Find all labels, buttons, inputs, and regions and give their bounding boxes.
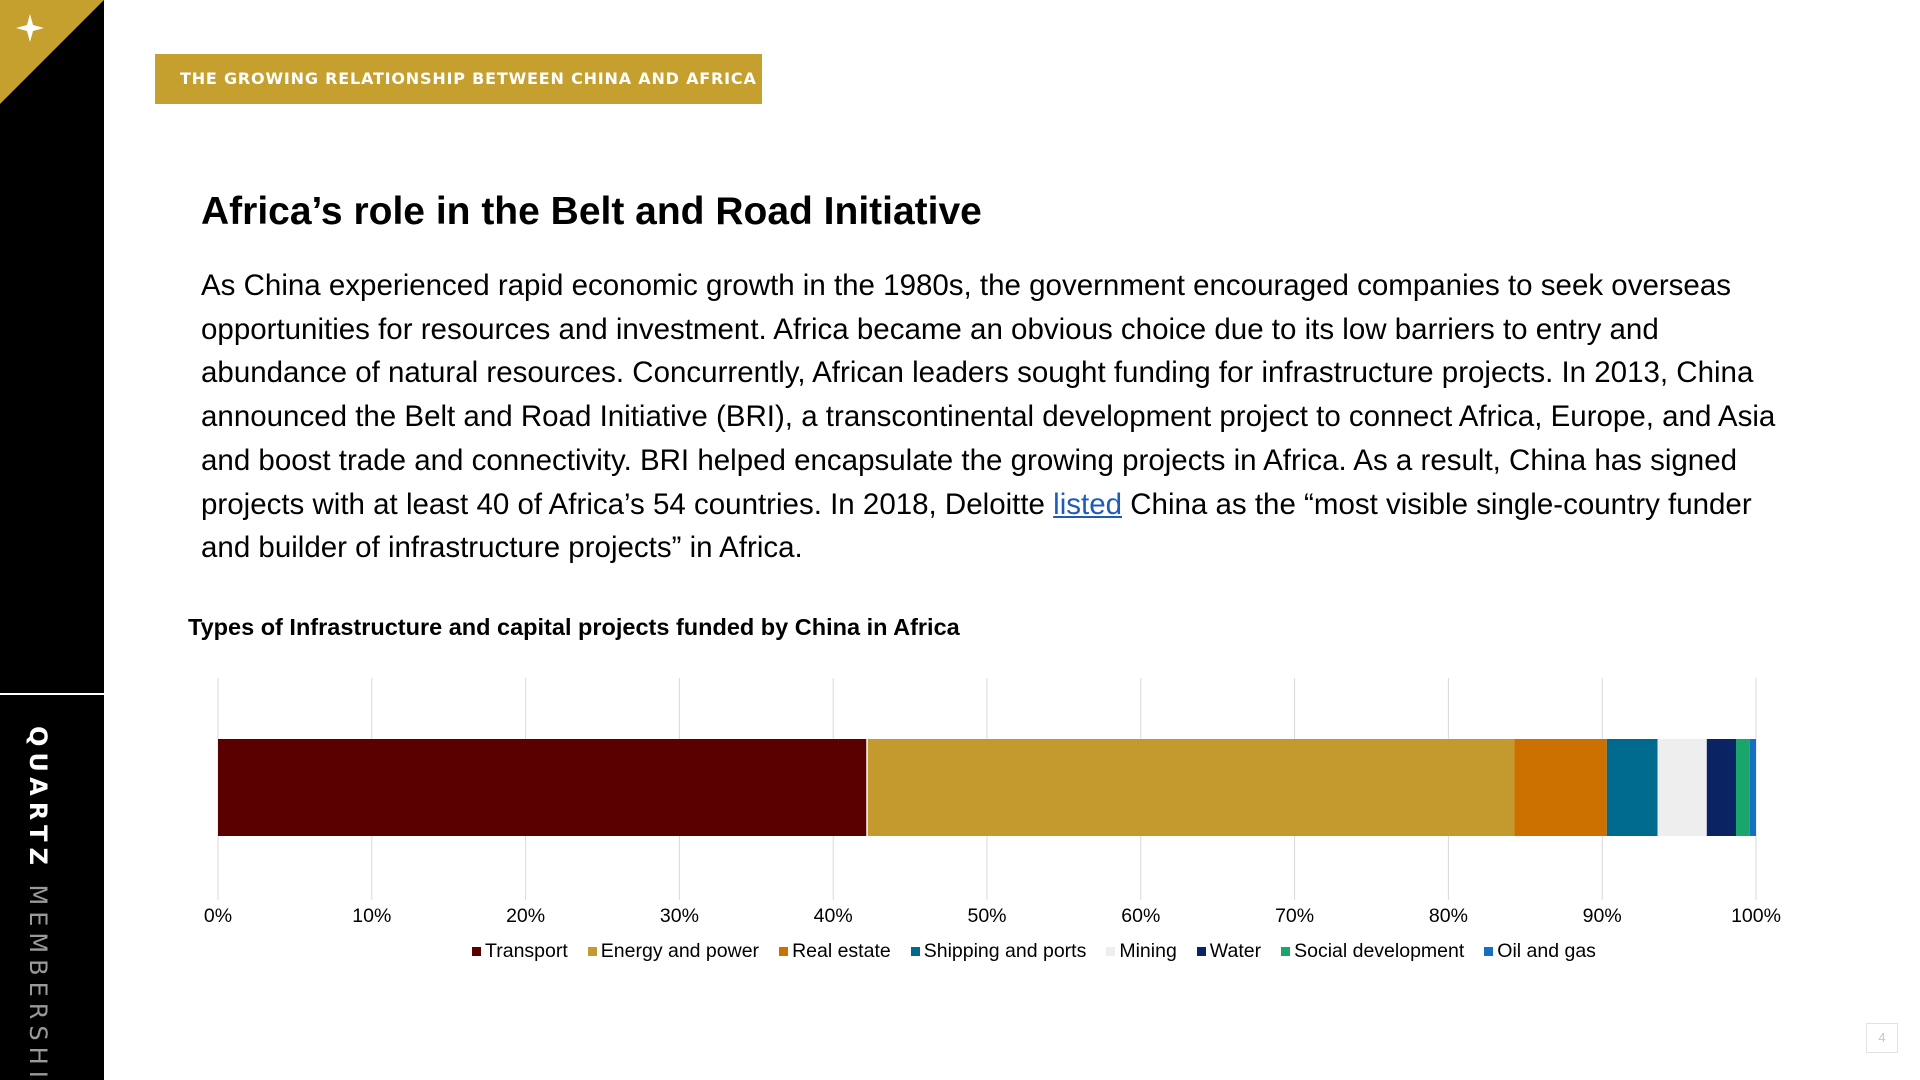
legend-item: Social development xyxy=(1281,940,1464,963)
legend-label: Transport xyxy=(485,940,568,962)
legend-label: Oil and gas xyxy=(1497,940,1596,962)
legend-label: Energy and power xyxy=(600,940,760,962)
legend-label: Shipping and ports xyxy=(923,940,1087,962)
x-tick-label: 30% xyxy=(660,905,699,927)
sidebar: QUARTZ MEMBERSHIP xyxy=(0,0,104,1080)
legend-item: Energy and power xyxy=(587,940,760,963)
bar-segment-oil-and-gas xyxy=(1749,739,1756,836)
legend-label: Water xyxy=(1209,940,1262,962)
legend-swatch xyxy=(1106,947,1116,956)
legend-item: Real estate xyxy=(779,940,891,963)
legend-swatch xyxy=(779,947,789,956)
sidebar-divider xyxy=(0,693,104,695)
bar-segment-real-estate xyxy=(1514,739,1607,836)
page-title: Africa’s role in the Belt and Road Initi… xyxy=(201,190,982,233)
sparkle-star-icon xyxy=(16,14,44,42)
x-tick-label: 0% xyxy=(204,905,232,927)
bar-segment-transport xyxy=(218,739,868,836)
x-tick-label: 50% xyxy=(967,905,1006,927)
bar-segment-energy-and-power xyxy=(867,739,1515,836)
legend-label: Real estate xyxy=(792,940,891,962)
x-tick-label: 80% xyxy=(1429,905,1468,927)
x-tick-label: 20% xyxy=(506,905,545,927)
body-paragraph: As China experienced rapid economic grow… xyxy=(201,264,1781,570)
legend-swatch xyxy=(587,947,597,956)
chart-title: Types of Infrastructure and capital proj… xyxy=(188,614,960,640)
x-tick-label: 100% xyxy=(1731,905,1781,927)
corner-accent xyxy=(0,0,104,104)
legend-swatch xyxy=(1484,947,1494,956)
listed-link[interactable]: listed xyxy=(1053,487,1123,521)
legend-swatch xyxy=(910,947,920,956)
body-text-part: China as the “most visible single-countr… xyxy=(201,487,1752,565)
legend-item: Shipping and ports xyxy=(910,940,1087,963)
x-tick-label: 70% xyxy=(1275,905,1314,927)
x-tick-label: 10% xyxy=(352,905,391,927)
legend-swatch xyxy=(1281,947,1291,956)
x-tick-label: 40% xyxy=(814,905,853,927)
legend-item: Transport xyxy=(472,940,568,963)
legend-label: Social development xyxy=(1294,940,1465,962)
legend-swatch xyxy=(1196,947,1206,956)
body-text-part: As China experienced rapid economic grow… xyxy=(201,269,1776,521)
legend-item: Mining xyxy=(1106,940,1177,963)
bar-segment-water xyxy=(1706,739,1737,836)
x-tick-label: 90% xyxy=(1583,905,1622,927)
x-tick-labels: 0% 10% 20% 30% 40% 50% 60% 70% 80% 90% 100% xyxy=(204,905,1781,927)
legend-item: Oil and gas xyxy=(1484,940,1596,963)
legend-swatch xyxy=(472,947,482,956)
bar-segment-mining xyxy=(1657,739,1707,836)
x-tick-label: 60% xyxy=(1121,905,1160,927)
bar-segment-shipping-and-ports xyxy=(1606,739,1658,836)
page-number: 4 xyxy=(1866,1023,1898,1053)
legend-label: Mining xyxy=(1119,940,1177,962)
legend-item: Water xyxy=(1196,940,1262,963)
section-tag: THE GROWING RELATIONSHIP BETWEEN CHINA A… xyxy=(155,54,762,104)
bar-segment-social-development xyxy=(1736,739,1750,836)
chart-legend: Transport Energy and power Real estate Ship… xyxy=(0,940,1920,963)
bar-segments xyxy=(218,739,1756,836)
